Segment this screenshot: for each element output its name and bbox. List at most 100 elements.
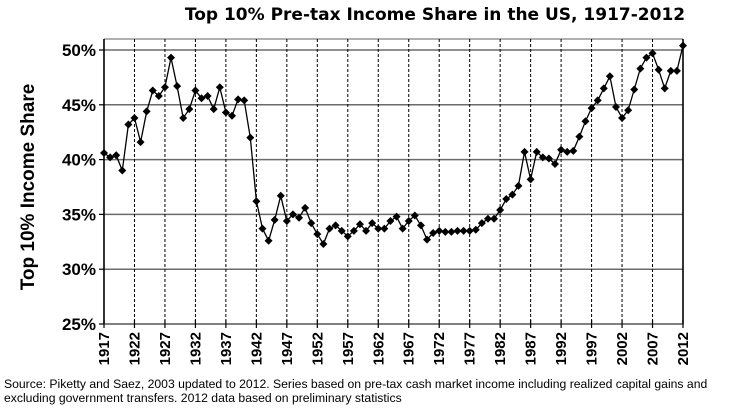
data-point (642, 53, 651, 62)
data-point (288, 210, 297, 219)
data-point (258, 224, 267, 233)
y-tick-label: 40% (62, 151, 96, 170)
data-point (313, 230, 322, 239)
x-tick-label: 1972 (431, 332, 448, 365)
data-point (264, 236, 273, 245)
data-point (130, 113, 139, 122)
series (100, 41, 687, 248)
data-point (459, 226, 468, 235)
data-point (483, 214, 492, 223)
data-point (624, 106, 633, 115)
data-point (654, 65, 663, 74)
data-point (234, 95, 243, 104)
data-point (276, 191, 285, 200)
data-point (679, 41, 687, 50)
x-tick-label: 1927 (157, 332, 174, 365)
data-point (282, 216, 291, 225)
x-tick-label: 2007 (645, 332, 662, 365)
data-point (672, 66, 681, 75)
data-point (319, 239, 328, 248)
data-point (575, 132, 584, 141)
data-point (618, 113, 627, 122)
data-point (295, 213, 304, 222)
data-point (221, 108, 230, 117)
data-point (508, 190, 517, 199)
data-point (106, 153, 115, 162)
line-chart: 25%30%35%40%45%50% 1917 1922 1927 1932 1937 1… (18, 38, 692, 365)
x-tick-label: 1982 (492, 332, 509, 365)
data-point (544, 154, 553, 163)
data-point (191, 86, 200, 95)
x-tick-label: 1932 (187, 332, 204, 365)
data-point (410, 211, 419, 220)
data-point (605, 72, 614, 81)
data-point (215, 83, 224, 92)
x-axis-ticks: 1917 1922 1927 1932 1937 1942 1947 1952 1957 1962… (96, 320, 692, 365)
data-point (349, 226, 358, 235)
data-point (343, 232, 352, 241)
data-point (429, 229, 438, 238)
x-tick-label: 1957 (340, 332, 357, 365)
y-tick-label: 45% (62, 96, 96, 115)
y-tick-label: 30% (62, 260, 96, 279)
data-point (374, 224, 383, 233)
data-point (551, 159, 560, 168)
data-point (477, 219, 486, 228)
data-point (471, 225, 480, 234)
data-point (423, 235, 432, 244)
x-tick-label: 1947 (279, 332, 296, 365)
data-point (441, 227, 450, 236)
data-point (557, 145, 566, 154)
data-point (660, 84, 669, 93)
data-point (179, 113, 188, 122)
data-point (490, 214, 499, 223)
data-point (301, 203, 310, 212)
data-point (355, 220, 364, 229)
data-point (496, 206, 505, 215)
data-point (112, 151, 121, 160)
data-point (154, 92, 163, 101)
data-point (209, 105, 218, 114)
y-tick-label: 25% (62, 315, 96, 334)
data-point (185, 105, 194, 114)
x-tick-label: 1942 (248, 332, 265, 365)
x-tick-label: 1967 (401, 332, 418, 365)
data-point (569, 146, 578, 155)
data-point (593, 96, 602, 105)
x-tick-label: 1962 (370, 332, 387, 365)
data-point (197, 94, 206, 103)
y-tick-label: 35% (62, 205, 96, 224)
data-point (587, 104, 596, 113)
data-point (502, 195, 511, 204)
data-point (240, 96, 249, 105)
x-tick-label: 2002 (614, 332, 631, 365)
data-point (398, 224, 407, 233)
data-point (453, 226, 462, 235)
data-point (416, 221, 425, 230)
x-tick-label: 2012 (675, 332, 692, 365)
x-tick-label: 1917 (96, 332, 113, 365)
chart-title: Top 10% Pre-tax Income Share in the US, … (184, 5, 686, 25)
data-point (563, 147, 572, 156)
data-point (124, 120, 133, 129)
data-point (100, 149, 108, 158)
data-point (514, 181, 523, 190)
data-point (270, 215, 279, 224)
data-point (252, 197, 261, 206)
data-point (435, 226, 444, 235)
grid (104, 38, 683, 324)
data-point (386, 216, 395, 225)
data-point (380, 224, 389, 233)
data-point (526, 175, 535, 184)
data-point (173, 82, 182, 91)
data-point (538, 153, 547, 162)
data-point (404, 216, 413, 225)
data-point (325, 224, 334, 233)
data-point (611, 102, 620, 111)
data-point (447, 227, 456, 236)
data-point (666, 66, 675, 75)
x-tick-label: 1992 (553, 332, 570, 365)
data-point (581, 117, 590, 126)
x-tick-label: 1952 (309, 332, 326, 365)
data-point (148, 86, 157, 95)
